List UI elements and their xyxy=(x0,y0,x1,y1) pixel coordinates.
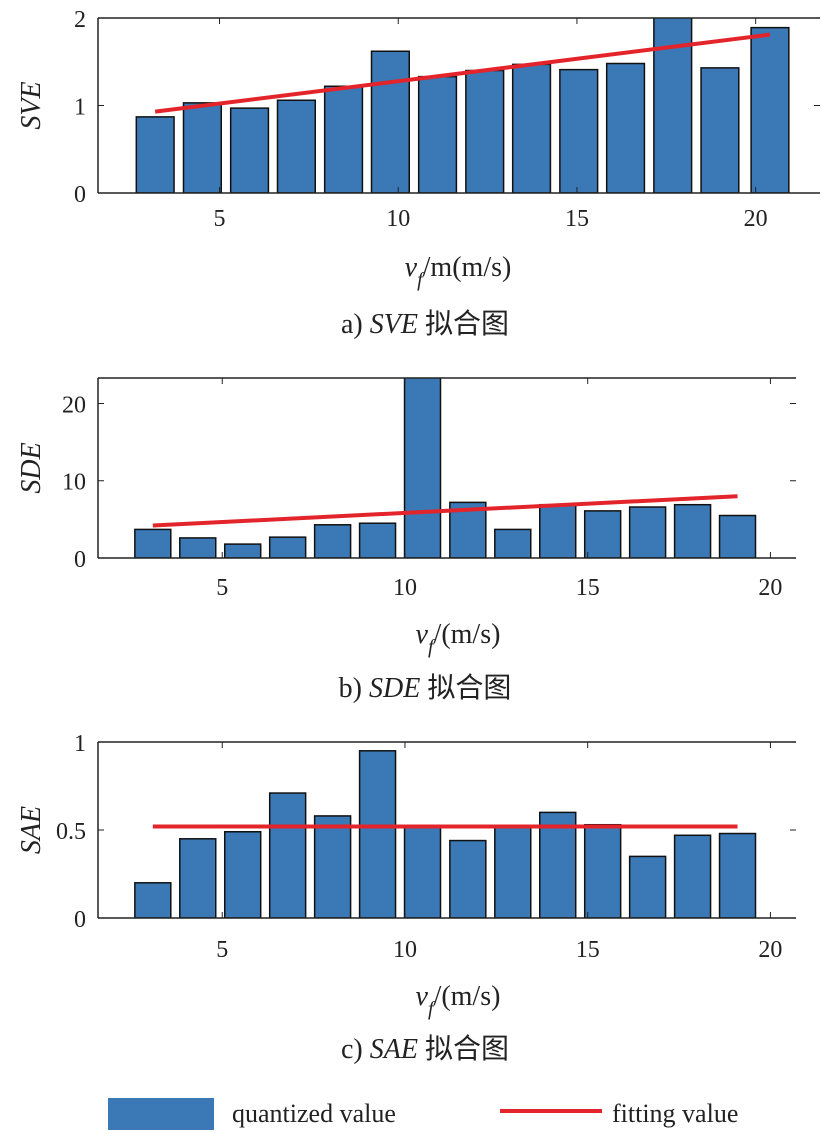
bar xyxy=(313,524,352,558)
bar xyxy=(494,825,532,918)
y-tick-label: 1 xyxy=(74,95,86,121)
x-tick-label: 5 xyxy=(216,937,228,963)
x-tick-label: 15 xyxy=(565,206,589,232)
x-tick-label: 20 xyxy=(758,575,782,601)
legend-bar-label: quantized value xyxy=(232,1099,396,1128)
bar xyxy=(223,831,262,918)
chart-c: 5 10 15 20 0 0.5 1 SAE vf/(m/s) c) SAE 拟合图 xyxy=(16,731,796,1065)
bar xyxy=(268,792,307,918)
bar xyxy=(673,834,712,918)
bar xyxy=(179,537,217,558)
bar xyxy=(449,839,487,918)
y-tick-label: 2 xyxy=(74,7,86,33)
bar-series xyxy=(134,378,757,558)
bar xyxy=(494,528,532,558)
bar xyxy=(628,506,667,558)
bar xyxy=(268,536,307,558)
x-axis-label: vf/m(m/s) xyxy=(405,252,512,291)
bar xyxy=(511,63,552,193)
bar xyxy=(135,116,175,193)
x-axis-label: vf/(m/s) xyxy=(416,981,501,1020)
legend-line-label: fitting value xyxy=(612,1099,738,1128)
y-tick-label: 10 xyxy=(62,470,86,496)
bar xyxy=(370,50,410,193)
bar xyxy=(583,823,622,918)
x-tick-label: 15 xyxy=(576,937,600,963)
chart-b: 5 10 15 20 0 10 20 SDE vf/(m/s) b) SDE 拟合图 xyxy=(16,377,796,704)
bar xyxy=(229,107,270,193)
bar xyxy=(323,85,364,193)
bar xyxy=(718,514,757,558)
bar xyxy=(628,855,667,918)
y-tick-label: 20 xyxy=(62,392,86,418)
chart-a: 5 10 15 20 0 1 2 SVE vf/m(m/s) a) SVE 拟合图 xyxy=(16,7,820,340)
bar xyxy=(134,882,172,918)
bar xyxy=(223,543,262,558)
y-tick-label: 0.5 xyxy=(56,819,86,845)
x-tick-label: 5 xyxy=(216,575,228,601)
chart-caption: c) SAE 拟合图 xyxy=(341,1033,509,1065)
y-tick-label: 0 xyxy=(74,547,86,573)
bar xyxy=(750,26,790,193)
chart-caption: b) SDE 拟合图 xyxy=(339,672,512,704)
x-tick-label: 20 xyxy=(744,206,768,232)
bar-series xyxy=(134,750,757,918)
bar xyxy=(417,75,458,193)
y-tick-label: 1 xyxy=(74,731,86,757)
y-axis-label: SAE xyxy=(16,806,47,854)
bar xyxy=(358,750,397,918)
bar xyxy=(559,68,599,193)
bar xyxy=(465,69,505,193)
x-tick-label: 10 xyxy=(393,575,417,601)
bar xyxy=(538,811,577,918)
bar xyxy=(538,503,577,558)
bar xyxy=(583,510,622,558)
bar xyxy=(403,378,442,558)
bar xyxy=(403,825,442,918)
legend: quantized value fitting value xyxy=(108,1098,738,1130)
bar xyxy=(179,838,217,918)
bar xyxy=(276,99,316,193)
bar-series xyxy=(135,18,790,193)
bar xyxy=(718,832,757,918)
bar xyxy=(653,18,693,193)
x-tick-label: 10 xyxy=(386,206,410,232)
bar xyxy=(700,67,740,193)
y-tick-label: 0 xyxy=(74,907,86,933)
x-tick-label: 15 xyxy=(576,575,600,601)
bar xyxy=(134,528,172,558)
bar xyxy=(313,815,352,918)
x-tick-label: 5 xyxy=(214,206,226,232)
y-axis-label: SVE xyxy=(16,81,47,129)
bar xyxy=(673,503,712,558)
y-tick-label: 0 xyxy=(74,182,86,208)
x-tick-label: 20 xyxy=(758,937,782,963)
legend-bar-swatch xyxy=(108,1098,214,1130)
bar xyxy=(182,102,222,193)
chart-caption: a) SVE 拟合图 xyxy=(341,308,509,340)
y-axis-label: SDE xyxy=(16,442,47,493)
fit-line xyxy=(154,32,771,114)
x-tick-label: 10 xyxy=(393,937,417,963)
bar xyxy=(358,522,397,558)
fit-line xyxy=(152,494,738,528)
bar xyxy=(605,62,646,193)
x-axis-label: vf/(m/s) xyxy=(416,619,501,658)
